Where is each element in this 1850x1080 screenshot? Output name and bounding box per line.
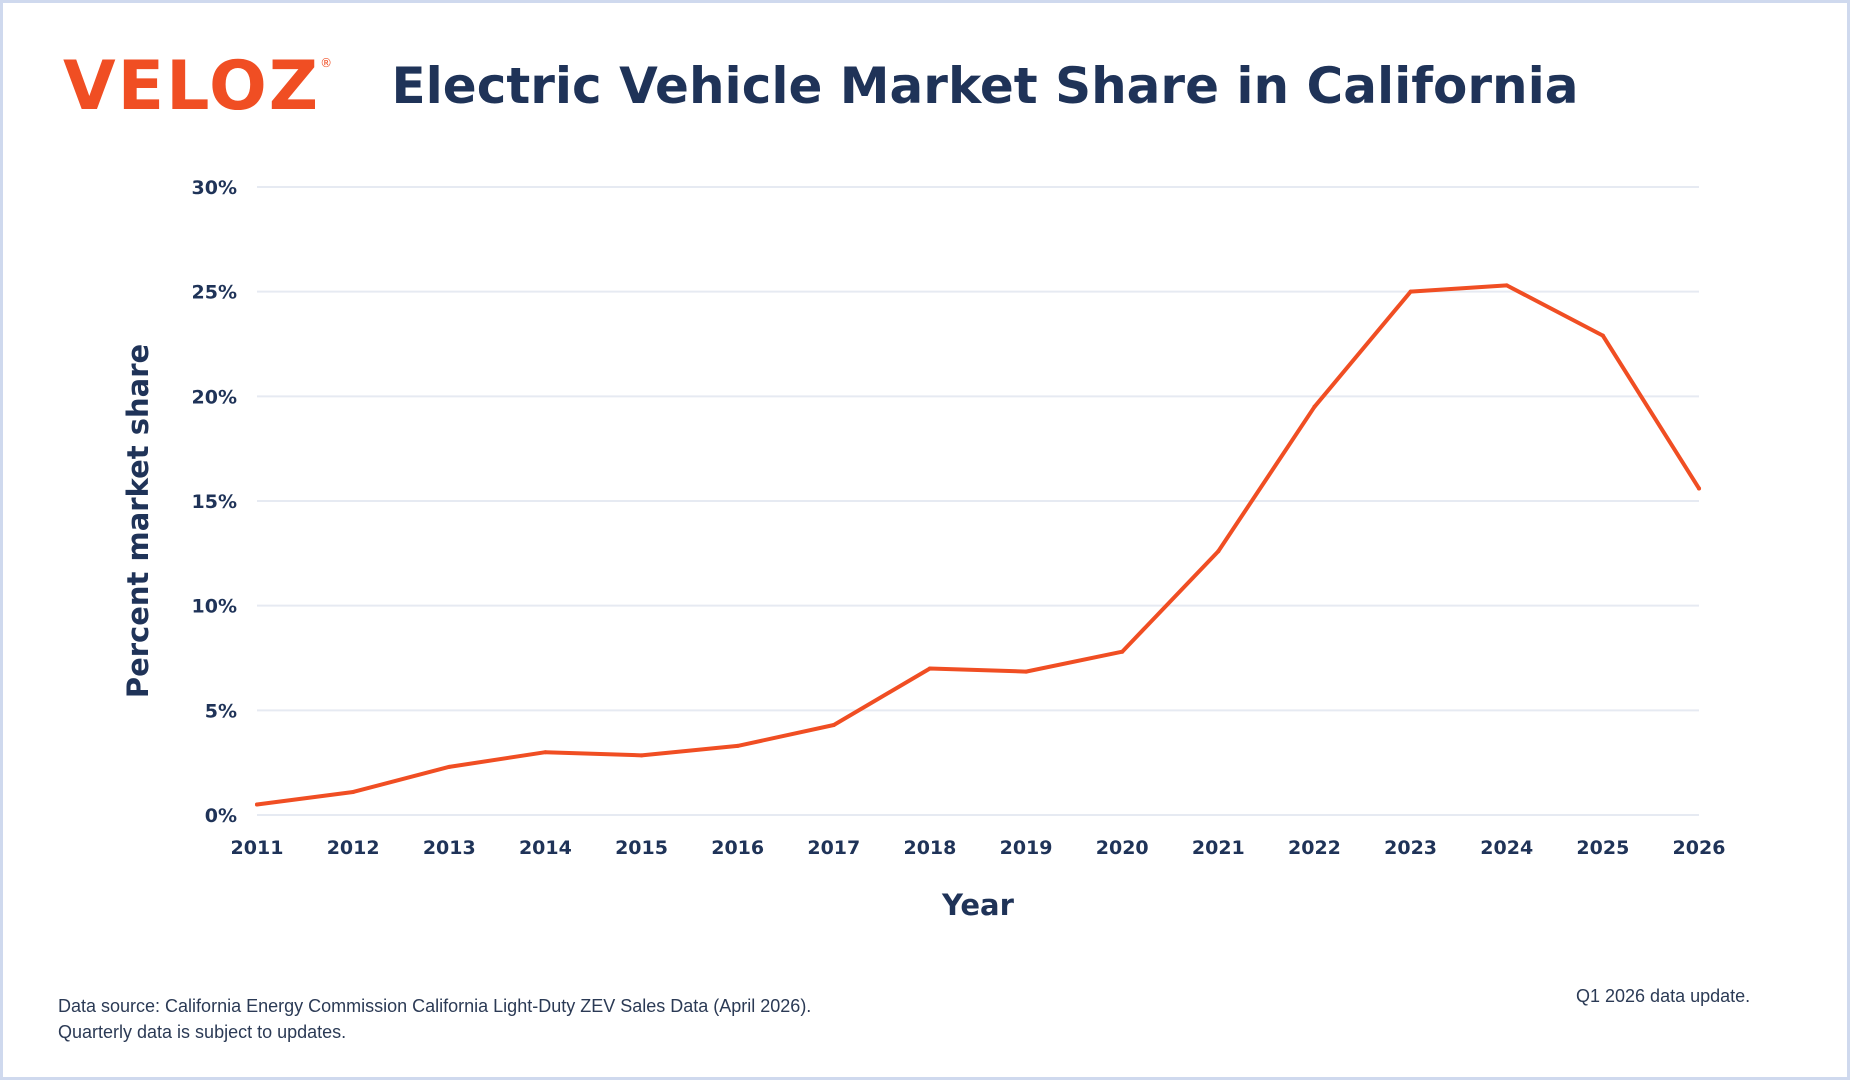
data-point-2017 — [831, 722, 836, 727]
data-source-line-1: Data source: California Energy Commissio… — [58, 996, 812, 1016]
y-tick-label: 10% — [192, 596, 237, 618]
y-tick-label: 0% — [205, 805, 237, 827]
y-tick-label: 5% — [205, 700, 237, 722]
y-tick-label: 15% — [192, 491, 237, 513]
x-axis-title: Year — [941, 888, 1015, 922]
x-tick-label: 2023 — [1384, 837, 1437, 859]
x-tick-label: 2021 — [1192, 837, 1245, 859]
x-tick-label: 2013 — [423, 837, 476, 859]
x-tick-label: 2016 — [711, 837, 764, 859]
data-point-2014 — [543, 750, 548, 755]
x-tick-label: 2018 — [903, 837, 956, 859]
x-tick-label: 2022 — [1288, 837, 1341, 859]
line-chart: 0% 5% 10% 15% 20% 25% 30% 2011 2012 2013 2014 2015… — [121, 177, 1726, 922]
x-tick-label: 2026 — [1673, 837, 1726, 859]
data-point-2020 — [1120, 649, 1125, 654]
x-tick-label: 2012 — [327, 837, 380, 859]
y-tick-label: 25% — [192, 282, 237, 304]
veloz-logo: VELOZ® — [63, 53, 334, 121]
data-point-2021 — [1216, 549, 1221, 554]
x-tick-label: 2014 — [519, 837, 572, 859]
grid-lines — [257, 186, 1699, 816]
data-point-2015 — [639, 753, 644, 758]
x-tick-label: 2019 — [1000, 837, 1053, 859]
series-line-0 — [255, 283, 1701, 807]
data-point-2012 — [351, 789, 356, 794]
y-tick-labels: 0% 5% 10% 15% 20% 25% 30% — [192, 177, 237, 827]
data-point-2018 — [927, 666, 932, 671]
x-tick-label: 2015 — [615, 837, 668, 859]
data-point-2023 — [1408, 289, 1413, 294]
logo-text: VELOZ — [63, 47, 321, 126]
x-tick-label: 2017 — [807, 837, 860, 859]
y-tick-label: 30% — [192, 177, 237, 199]
y-tick-label: 20% — [192, 386, 237, 408]
x-tick-label: 2020 — [1096, 837, 1149, 859]
series-group — [255, 283, 1701, 807]
y-axis-title: Percent market share — [121, 344, 155, 698]
data-point-2011 — [255, 802, 259, 807]
data-point-2019 — [1024, 669, 1029, 674]
data-point-2026 — [1697, 486, 1701, 491]
x-tick-label: 2011 — [231, 837, 284, 859]
data-source-line-2: Quarterly data is subject to updates. — [58, 1022, 347, 1042]
registered-mark: ® — [320, 56, 335, 70]
data-point-2016 — [735, 743, 740, 748]
data-point-2025 — [1600, 333, 1605, 338]
data-point-2024 — [1504, 283, 1509, 288]
x-tick-labels: 2011 2012 2013 2014 2015 2016 2017 2018 2019 2020… — [231, 837, 1726, 859]
data-point-2022 — [1312, 404, 1317, 409]
data-source-note: Data source: California Energy Commissio… — [58, 993, 811, 1045]
data-point-2013 — [447, 764, 452, 769]
x-tick-label: 2025 — [1576, 837, 1629, 859]
update-note: Q1 2026 data update. — [1576, 986, 1751, 1006]
chart-title: Electric Vehicle Market Share in Califor… — [391, 57, 1579, 115]
x-tick-label: 2024 — [1480, 837, 1533, 859]
